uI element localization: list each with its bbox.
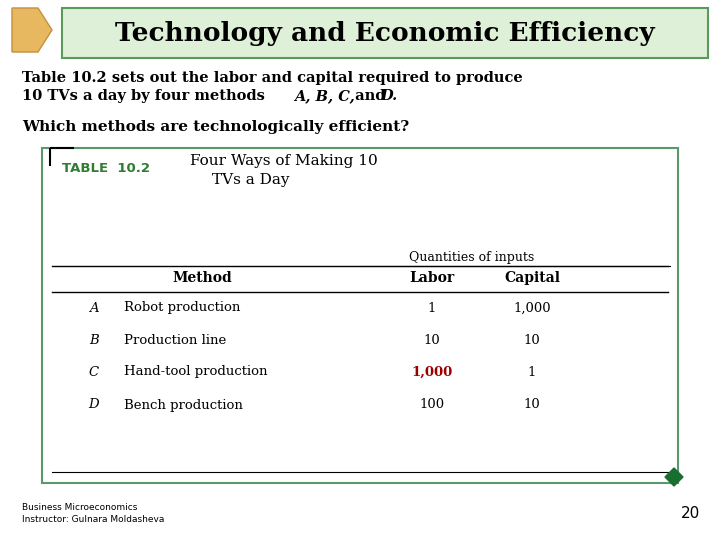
Text: C: C: [89, 366, 99, 379]
Text: Four Ways of Making 10: Four Ways of Making 10: [190, 154, 378, 168]
Text: 10: 10: [423, 334, 441, 347]
Text: 1: 1: [428, 301, 436, 314]
Text: D: D: [89, 399, 99, 411]
Text: 10 TVs a day by four methods: 10 TVs a day by four methods: [22, 89, 270, 103]
FancyBboxPatch shape: [42, 148, 678, 483]
Text: D.: D.: [380, 89, 397, 103]
Text: B: B: [89, 334, 99, 347]
Text: 20: 20: [680, 505, 700, 521]
Text: Table 10.2 sets out the labor and capital required to produce: Table 10.2 sets out the labor and capita…: [22, 71, 523, 85]
Text: 100: 100: [420, 399, 444, 411]
Text: 10: 10: [523, 334, 541, 347]
Text: Robot production: Robot production: [124, 301, 240, 314]
Text: and: and: [350, 89, 391, 103]
Text: 10: 10: [523, 399, 541, 411]
Text: Instructor: Gulnara Moldasheva: Instructor: Gulnara Moldasheva: [22, 515, 164, 523]
Text: TABLE  10.2: TABLE 10.2: [62, 161, 150, 174]
FancyBboxPatch shape: [62, 8, 708, 58]
Text: Bench production: Bench production: [124, 399, 243, 411]
Text: 1,000: 1,000: [513, 301, 551, 314]
Text: Technology and Economic Efficiency: Technology and Economic Efficiency: [115, 21, 654, 45]
Polygon shape: [665, 468, 683, 486]
Text: Production line: Production line: [124, 334, 226, 347]
Text: Labor: Labor: [410, 271, 454, 285]
Text: Quantities of inputs: Quantities of inputs: [410, 252, 535, 265]
Text: Business Microeconomics: Business Microeconomics: [22, 503, 138, 511]
Text: 1,000: 1,000: [411, 366, 453, 379]
Text: A, B, C,: A, B, C,: [294, 89, 355, 103]
Text: 1: 1: [528, 366, 536, 379]
Text: TVs a Day: TVs a Day: [212, 173, 289, 187]
Text: Hand-tool production: Hand-tool production: [124, 366, 268, 379]
Polygon shape: [12, 8, 52, 52]
Text: Method: Method: [172, 271, 232, 285]
Text: Which methods are technologically efficient?: Which methods are technologically effici…: [22, 120, 409, 134]
Text: Capital: Capital: [504, 271, 560, 285]
Text: A: A: [89, 301, 99, 314]
